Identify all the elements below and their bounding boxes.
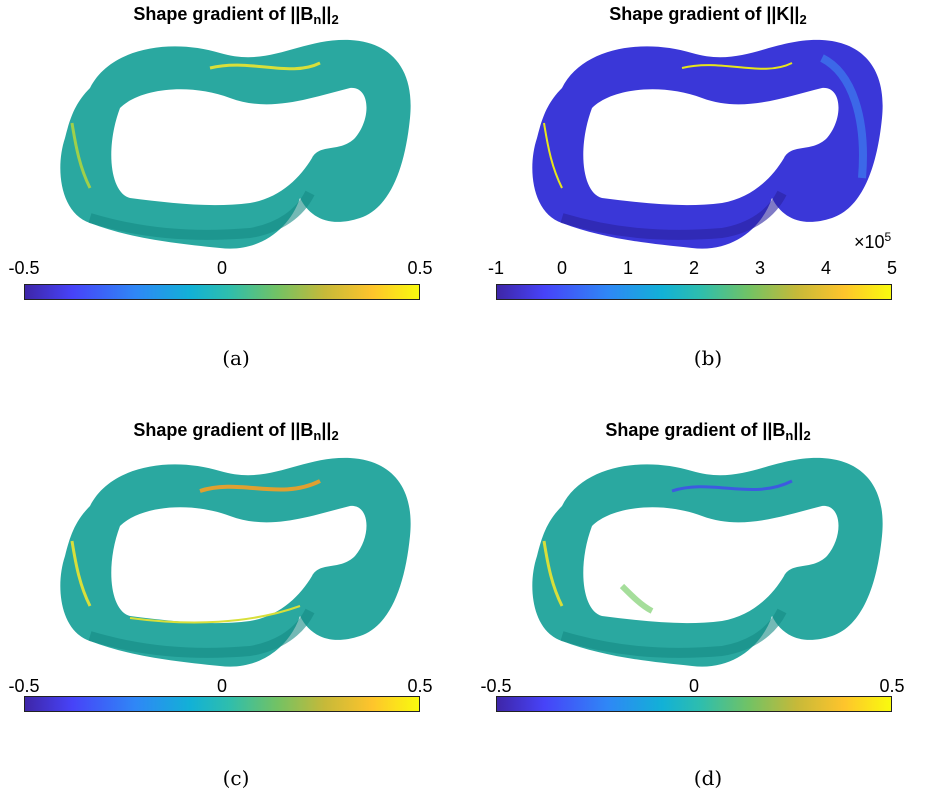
title-sub2: 2 [803, 428, 811, 443]
title-sub2: 2 [331, 428, 339, 443]
caption: (d) [693, 766, 723, 790]
title-sub2: 2 [331, 12, 339, 27]
title-text: Shape gradient of ||B [133, 4, 314, 24]
title-sub2: 2 [799, 12, 807, 27]
colorbar [496, 284, 892, 300]
coil-highlight [70, 122, 92, 189]
title-text: Shape gradient of ||B [605, 420, 786, 440]
panel-d: Shape gradient of ||Bn||2 -0.5 0 0.5 (d) [472, 394, 944, 790]
tick-label: 4 [820, 258, 831, 278]
coil-band-inner [111, 87, 367, 206]
panel-a: Shape gradient of ||Bn||2 -0.5 0 0.5 (a) [0, 0, 472, 394]
tick-label: 5 [886, 258, 898, 278]
coil-band-inner [111, 505, 367, 624]
panel-title: Shape gradient of ||Bn||2 [472, 420, 944, 443]
panel-title: Shape gradient of ||Bn||2 [0, 4, 472, 27]
tick-label: 0 [688, 676, 700, 696]
coil-shadow [560, 608, 787, 658]
panel-title: Shape gradient of ||Bn||2 [0, 420, 472, 443]
tick-label: 0.5 [407, 258, 433, 278]
tick-label: 0 [556, 258, 568, 278]
coil-highlight [199, 479, 321, 493]
tick-label: 0.5 [879, 676, 905, 696]
colorbar [24, 284, 420, 300]
coil-highlight [820, 54, 867, 179]
colorbar [24, 696, 420, 712]
title-text: Shape gradient of ||B [133, 420, 314, 440]
panel-title: Shape gradient of ||K||2 [472, 4, 944, 27]
coil-surface-plot [60, 457, 411, 667]
caption: (c) [222, 766, 250, 790]
colorbar-ticks: -0.5 0 0.5 [480, 676, 904, 702]
tick-label: -1 [487, 258, 505, 278]
coil-highlight [70, 540, 92, 607]
tick-label: -0.5 [8, 676, 40, 696]
colorbar-multiplier: ×105 [854, 230, 891, 253]
title-tail: || [321, 4, 332, 24]
coil-shadow [88, 190, 315, 240]
coil-highlight [209, 61, 321, 71]
coil-shadow [88, 608, 315, 658]
panel-c: Shape gradient of ||Bn||2 -0.5 0 0.5 (c) [0, 394, 472, 790]
caption: (a) [222, 346, 250, 370]
tick-label: 0 [216, 676, 228, 696]
tick-label: -0.5 [480, 676, 512, 696]
tick-label: -0.5 [8, 258, 40, 278]
tick-label: 3 [754, 258, 766, 278]
colorbar-ticks: -1 0 1 2 3 4 5 [488, 258, 897, 284]
title-sub: n [785, 428, 794, 443]
title-tail: || [793, 420, 804, 440]
caption: (b) [693, 346, 723, 370]
title-sub: n [313, 428, 322, 443]
coil-band-inner [583, 505, 839, 624]
title-tail: || [321, 420, 332, 440]
colorbar-ticks: -0.5 0 0.5 [8, 676, 432, 702]
title-sub: n [313, 12, 322, 27]
title-text: Shape gradient of ||K|| [609, 4, 800, 24]
coil-band-inner [583, 87, 839, 206]
coil-highlight [542, 540, 564, 607]
tick-label: 0.5 [407, 676, 433, 696]
colorbar [496, 696, 892, 712]
multiplier-exp: 5 [884, 230, 892, 244]
coil-highlight [543, 122, 563, 189]
tick-label: 1 [622, 258, 633, 278]
coil-surface-plot [60, 39, 411, 249]
multiplier-base: ×10 [854, 232, 885, 252]
coil-highlight [619, 583, 654, 614]
coil-surface-plot [532, 39, 883, 249]
coil-shadow [560, 190, 787, 240]
coil-highlight [681, 62, 793, 70]
coil-highlight [671, 479, 793, 493]
tick-label: 0 [216, 258, 228, 278]
panel-b: Shape gradient of ||K||2 ×105 -1 0 1 2 3… [472, 0, 944, 394]
coil-surface-plot [532, 457, 883, 667]
colorbar-ticks: -0.5 0 0.5 [8, 258, 432, 284]
coil-highlight [129, 605, 301, 624]
tick-label: 2 [688, 258, 700, 278]
